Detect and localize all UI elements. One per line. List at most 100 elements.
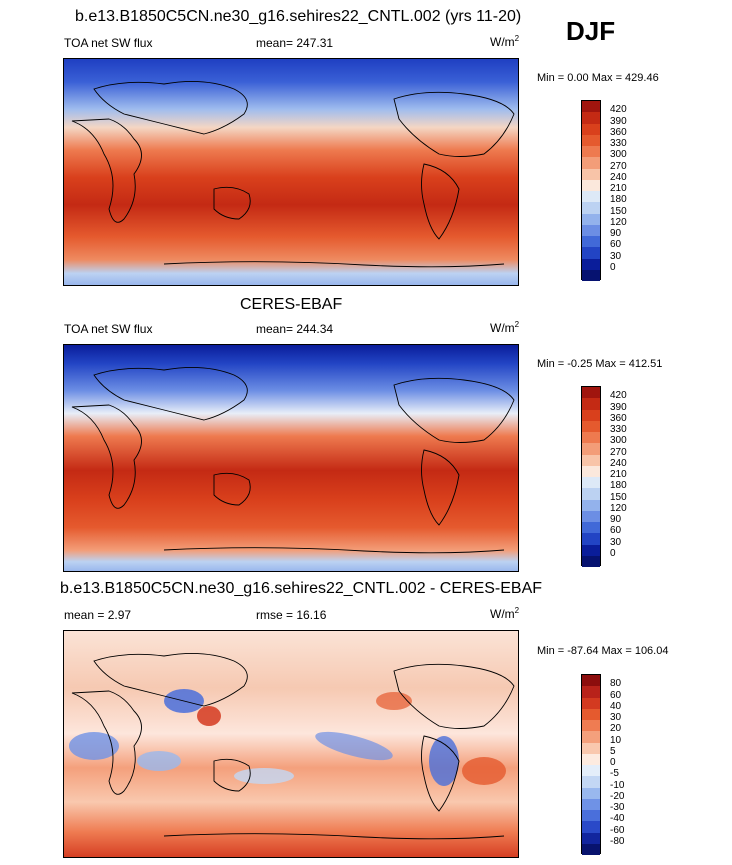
colorbar-swatch — [582, 742, 600, 754]
panel3-units: W/m2 — [490, 606, 520, 621]
colorbar-swatch — [582, 420, 600, 432]
colorbar-swatch — [582, 101, 600, 113]
panel2-title: CERES-EBAF — [240, 296, 343, 313]
colorbar-swatch — [582, 269, 600, 281]
panel3-title: b.e13.B1850C5CN.ne30_g16.sehires22_CNTL.… — [60, 580, 543, 597]
season-label: DJF — [566, 16, 616, 46]
colorbar-tick-label: 420 — [610, 390, 627, 402]
panel3-colorbar — [581, 674, 601, 855]
colorbar-swatch — [582, 544, 600, 556]
colorbar-swatch — [582, 443, 600, 455]
colorbar-tick-label: 40 — [610, 700, 622, 712]
colorbar-swatch — [582, 168, 600, 180]
colorbar-tick-label: 60 — [610, 689, 622, 701]
panel1-colorbar — [581, 100, 601, 281]
colorbar-tick-label: 360 — [610, 126, 627, 138]
colorbar-swatch — [582, 146, 600, 158]
colorbar-swatch — [582, 522, 600, 534]
colorbar-tick-label: 330 — [610, 138, 627, 149]
colorbar-swatch — [582, 477, 600, 489]
colorbar-swatch — [582, 454, 600, 466]
colorbar-tick-label: -5 — [610, 768, 619, 780]
colorbar-swatch — [582, 224, 600, 236]
colorbar-swatch — [582, 720, 600, 732]
colorbar-swatch — [582, 708, 600, 720]
colorbar-swatch — [582, 488, 600, 500]
colorbar-tick-label: 210 — [610, 469, 627, 480]
panel2-colorbar — [581, 386, 601, 567]
colorbar-tick-label: 0 — [610, 261, 616, 273]
colorbar-tick-label: 5 — [610, 745, 616, 757]
colorbar-swatch — [582, 236, 600, 248]
colorbar-swatch — [582, 202, 600, 214]
colorbar-tick-label: -10 — [610, 779, 625, 791]
panel1-mean-label: mean= 247.31 — [256, 36, 334, 50]
colorbar-swatch — [582, 533, 600, 545]
colorbar-tick-label: 30 — [610, 250, 622, 262]
colorbar-swatch — [582, 465, 600, 477]
colorbar-tick-label: 180 — [610, 194, 627, 206]
colorbar-swatch — [582, 697, 600, 709]
colorbar-swatch — [582, 409, 600, 421]
colorbar-tick-label: 10 — [610, 734, 622, 746]
colorbar-swatch — [582, 258, 600, 270]
colorbar-swatch — [582, 843, 600, 855]
panel3-mean-label: mean = 2.97 — [64, 608, 132, 622]
panel1-title: b.e13.B1850C5CN.ne30_g16.sehires22_CNTL.… — [75, 8, 522, 25]
colorbar-tick-label: 150 — [610, 491, 627, 503]
colorbar-swatch — [582, 499, 600, 511]
panel1-variable-label: TOA net SW flux — [64, 36, 153, 50]
colorbar-swatch — [582, 555, 600, 567]
colorbar-swatch — [582, 731, 600, 743]
colorbar-swatch — [582, 510, 600, 522]
colorbar-tick-label: 240 — [610, 457, 627, 469]
colorbar-tick-label: 270 — [610, 160, 627, 172]
colorbar-tick-label: 120 — [610, 502, 627, 514]
colorbar-swatch — [582, 387, 600, 399]
colorbar-tick-label: 80 — [610, 678, 622, 690]
panel1-units: W/m2 — [490, 34, 520, 49]
colorbar-tick-label: 20 — [610, 723, 622, 735]
colorbar-tick-label: -30 — [610, 802, 625, 813]
colorbar-tick-label: 330 — [610, 424, 627, 435]
colorbar-swatch — [582, 765, 600, 777]
panel2-units: W/m2 — [490, 320, 520, 335]
colorbar-tick-label: 90 — [610, 514, 622, 525]
colorbar-swatch — [582, 798, 600, 810]
colorbar-tick-label: 0 — [610, 547, 616, 559]
colorbar-tick-label: -80 — [610, 835, 625, 847]
panel1-minmax: Min = 0.00 Max = 429.46 — [537, 72, 659, 84]
colorbar-swatch — [582, 213, 600, 225]
colorbar-swatch — [582, 675, 600, 687]
colorbar-tick-label: 420 — [610, 104, 627, 116]
colorbar-swatch — [582, 179, 600, 191]
colorbar-tick-label: 270 — [610, 446, 627, 458]
colorbar-tick-label: 60 — [610, 525, 622, 537]
colorbar-tick-label: 180 — [610, 480, 627, 492]
panel3-rmse-label: rmse = 16.16 — [256, 608, 327, 622]
colorbar-swatch — [582, 821, 600, 833]
colorbar-tick-label: 390 — [610, 401, 627, 413]
colorbar-swatch — [582, 191, 600, 203]
panel2-minmax: Min = -0.25 Max = 412.51 — [537, 358, 663, 370]
colorbar-swatch — [582, 810, 600, 822]
colorbar-swatch — [582, 398, 600, 410]
colorbar-swatch — [582, 776, 600, 788]
colorbar-swatch — [582, 112, 600, 124]
colorbar-tick-label: 390 — [610, 115, 627, 127]
colorbar-tick-label: 30 — [610, 712, 622, 723]
colorbar-tick-label: 210 — [610, 183, 627, 194]
colorbar-tick-label: 120 — [610, 216, 627, 228]
colorbar-tick-label: -60 — [610, 824, 625, 836]
colorbar-swatch — [582, 157, 600, 169]
panel2-mean-label: mean= 244.34 — [256, 322, 334, 336]
colorbar-swatch — [582, 134, 600, 146]
panel3-minmax: Min = -87.64 Max = 106.04 — [537, 645, 669, 657]
colorbar-tick-label: 300 — [610, 435, 627, 447]
colorbar-tick-label: 360 — [610, 412, 627, 424]
panel3-map — [63, 630, 519, 858]
colorbar-tick-label: 240 — [610, 171, 627, 183]
colorbar-tick-label: 0 — [610, 757, 616, 768]
panel2-variable-label: TOA net SW flux — [64, 322, 153, 336]
colorbar-swatch — [582, 753, 600, 765]
